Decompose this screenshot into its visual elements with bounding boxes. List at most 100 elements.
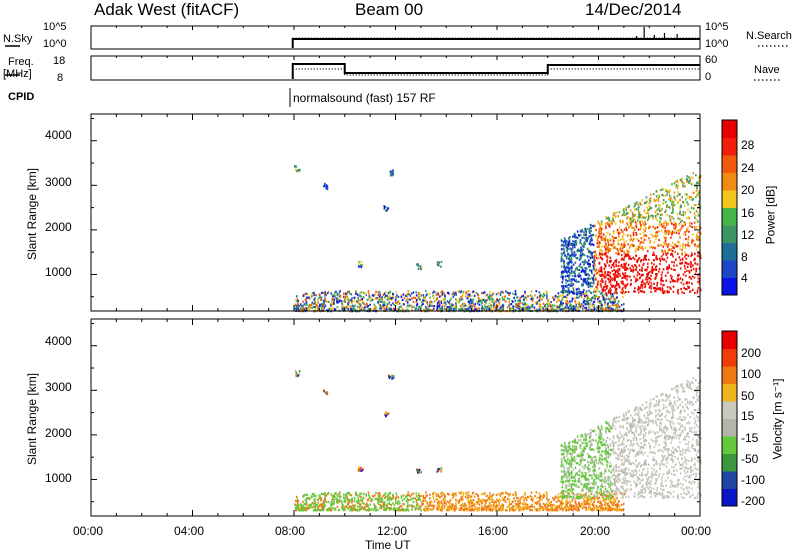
data-cell <box>406 297 409 300</box>
data-cell <box>391 172 393 175</box>
data-cell <box>322 506 324 509</box>
data-cell <box>361 498 363 501</box>
data-cell <box>681 177 683 181</box>
data-cell <box>360 295 362 298</box>
data-cell <box>395 492 398 495</box>
data-cell <box>362 301 364 304</box>
data-cell <box>425 500 427 503</box>
data-cell <box>599 301 602 305</box>
data-cell <box>682 185 684 188</box>
data-cell <box>519 508 522 511</box>
data-cell <box>408 304 411 307</box>
data-cell <box>571 297 574 300</box>
data-cell <box>626 254 628 258</box>
data-cell <box>341 306 343 309</box>
data-cell <box>606 506 608 509</box>
data-cell <box>658 193 661 197</box>
data-cell <box>388 508 391 511</box>
data-cell <box>448 507 451 510</box>
data-cell <box>566 491 569 494</box>
data-cell <box>559 294 562 297</box>
data-cell <box>607 302 609 305</box>
data-cell <box>645 201 647 204</box>
data-cell <box>372 294 375 297</box>
data-cell <box>295 295 298 298</box>
data-cell <box>476 500 478 503</box>
data-cell <box>696 234 698 237</box>
data-cell <box>527 507 530 510</box>
data-cell <box>610 295 613 298</box>
data-cell <box>666 193 668 196</box>
data-cell <box>401 298 404 302</box>
data-cell <box>542 308 545 311</box>
data-cell <box>332 497 334 501</box>
data-cell <box>529 294 532 297</box>
data-cell <box>377 502 380 506</box>
data-cell <box>308 303 311 307</box>
data-cell <box>496 505 499 508</box>
data-cell <box>669 199 672 203</box>
data-cell <box>346 303 349 306</box>
data-cell <box>697 231 700 234</box>
data-cell <box>682 245 684 248</box>
data-cell <box>407 508 409 511</box>
data-cell <box>370 299 372 303</box>
data-cell <box>468 500 471 503</box>
data-cell <box>436 470 439 473</box>
data-cell <box>311 292 314 295</box>
data-cell <box>600 248 602 251</box>
data-cell <box>562 248 565 251</box>
data-cell <box>698 224 701 228</box>
data-cell <box>425 294 428 297</box>
data-cell <box>417 264 420 267</box>
data-cell <box>583 300 586 303</box>
data-cell <box>389 172 392 175</box>
data-cell <box>437 500 440 503</box>
data-cell <box>526 308 528 311</box>
data-cell <box>495 301 497 304</box>
data-cell <box>428 308 431 311</box>
data-cell <box>435 498 438 502</box>
data-cell <box>671 233 673 236</box>
data-cell <box>560 275 563 278</box>
data-cell <box>314 508 317 512</box>
data-cell <box>567 287 570 290</box>
data-cell <box>501 496 504 500</box>
data-cell <box>506 497 509 501</box>
data-cell <box>453 293 456 296</box>
data-cell <box>563 295 565 299</box>
data-cell <box>415 298 418 302</box>
data-cell <box>654 287 657 290</box>
data-cell <box>646 268 648 271</box>
data-cell <box>662 245 665 248</box>
data-cell <box>397 295 400 299</box>
data-cell <box>311 506 314 509</box>
data-cell <box>492 508 494 511</box>
data-cell <box>661 187 663 190</box>
data-cell <box>613 268 615 272</box>
data-cell <box>557 493 560 496</box>
data-cell <box>671 249 674 253</box>
data-cell <box>623 245 626 248</box>
data-cell <box>565 257 568 260</box>
data-cell <box>330 507 332 510</box>
data-cell <box>306 506 309 509</box>
data-cell <box>546 309 548 312</box>
data-cell <box>401 308 404 311</box>
data-cell <box>449 307 452 311</box>
data-cell <box>375 509 377 512</box>
data-cell <box>519 302 521 305</box>
data-cell <box>475 507 477 511</box>
data-cell <box>617 249 619 252</box>
data-cell <box>517 505 519 508</box>
data-cell <box>562 302 564 305</box>
data-cell <box>492 292 495 295</box>
data-cell <box>665 233 667 236</box>
data-cell <box>417 498 419 501</box>
data-cell <box>604 239 606 242</box>
data-cell <box>351 501 353 504</box>
data-cell <box>665 221 668 225</box>
data-cell <box>597 220 600 223</box>
data-cell <box>558 505 561 508</box>
data-cell <box>308 503 311 506</box>
